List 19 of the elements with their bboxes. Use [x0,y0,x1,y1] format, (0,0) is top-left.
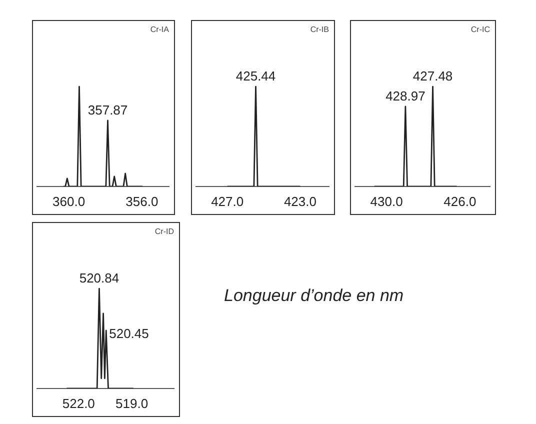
annotation: 427.48 [412,68,453,84]
annotation: 357.87 [88,102,128,118]
annotation: 428.97 [386,88,426,104]
x-tick-label: 522.0 [62,396,95,411]
annotation: 520.45 [109,326,149,342]
x-tick-label: 427.0 [211,194,244,209]
x-tick-label: 423.0 [284,194,316,209]
x-tick-label: 519.0 [116,396,148,411]
annotation: 520.84 [79,270,120,286]
text: Longueur d’onde en nm [224,286,404,306]
chart-title: Cr-IB [310,25,329,34]
annotation: 425.44 [236,68,276,84]
x-tick-label: 356.0 [126,194,158,209]
x-tick-label: 430.0 [370,194,403,209]
x-tick-label: 360.0 [52,194,86,209]
x-tick-label: 426.0 [444,194,476,209]
chart-title: Cr-ID [154,227,174,236]
chart-title: Cr-IC [470,25,490,34]
chart-title: Cr-IA [150,25,170,34]
